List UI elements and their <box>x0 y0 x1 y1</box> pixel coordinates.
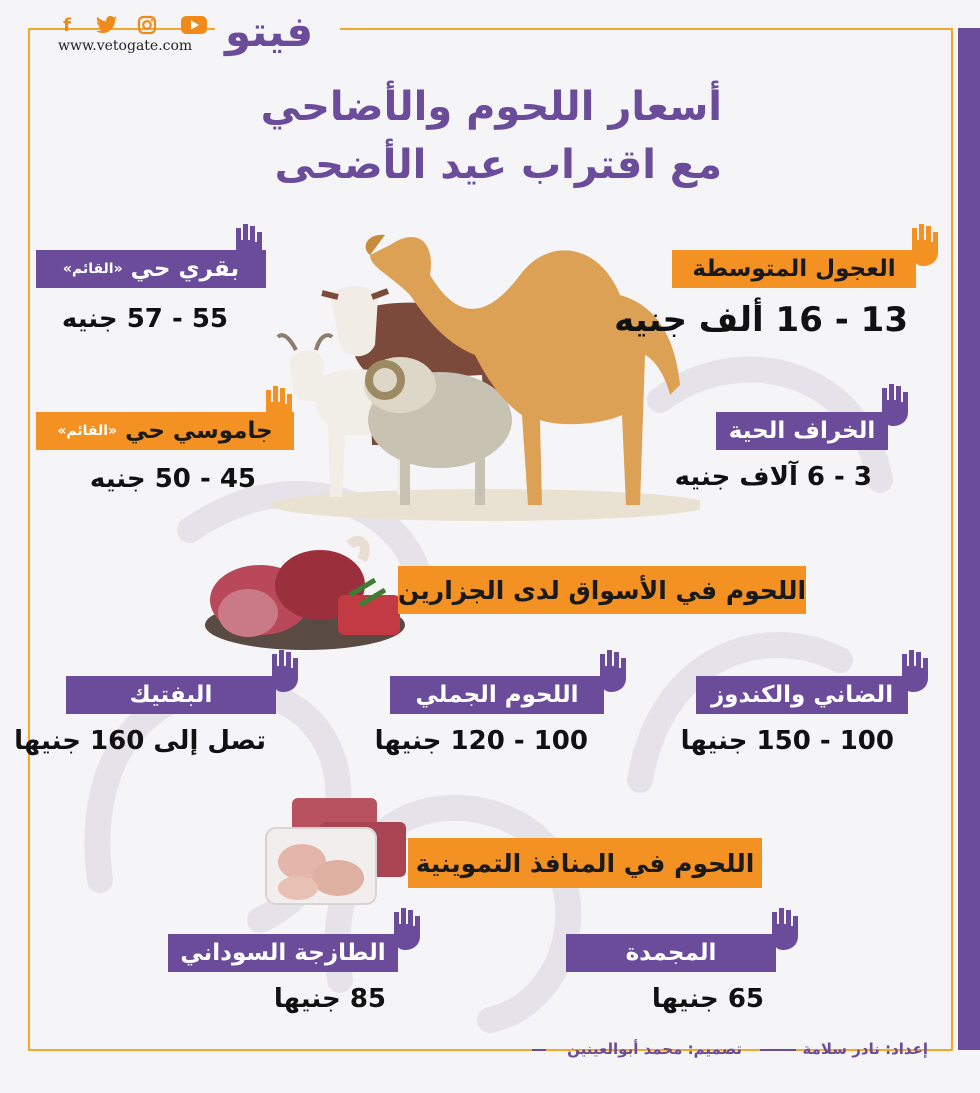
label-lamb: الضاني والكندوز <box>696 676 908 714</box>
hand-icon <box>882 384 908 426</box>
label-sheep: الخراف الحية <box>716 412 888 450</box>
price-fresh-sudanese: 85 جنيها <box>273 984 386 1014</box>
hand-icon <box>394 908 420 950</box>
hand-icon <box>902 650 928 692</box>
price-sheep: 3 - 6 آلاف جنيه <box>674 462 872 492</box>
label-steak: البفتيك <box>66 676 276 714</box>
label-buffalo-text: جاموسي حي <box>125 418 273 444</box>
price-lamb: 100 - 150 جنيها <box>680 726 894 756</box>
credit-divider <box>532 1049 546 1051</box>
label-cow-tag: «القائم» <box>62 261 123 277</box>
frame-left-line <box>28 28 30 1050</box>
price-frozen: 65 جنيها <box>651 984 764 1014</box>
raw-meat-image <box>205 536 405 650</box>
heading-outlets: اللحوم في المنافذ التموينية <box>408 838 762 888</box>
site-logo[interactable]: فيتو <box>225 2 313 62</box>
label-camel-meat: اللحوم الجملي <box>390 676 604 714</box>
hand-icon <box>912 224 938 266</box>
sheep-figure <box>364 357 512 505</box>
label-buffalo-tag: «القائم» <box>57 423 118 439</box>
price-camel-meat: 100 - 120 جنيها <box>374 726 588 756</box>
credit-design: تصميم: محمد أبوالعينين <box>567 1040 742 1058</box>
hand-icon <box>772 908 798 950</box>
label-frozen: المجمدة <box>566 934 776 972</box>
frame-right-line <box>951 28 953 1050</box>
website-url[interactable]: www.vetogate.com <box>58 38 193 54</box>
frame-bottom-line <box>28 1049 953 1051</box>
livestock-illustration <box>270 234 700 521</box>
label-fresh-sudanese: الطازجة السوداني <box>168 934 398 972</box>
price-buffalo: 45 - 50 جنيه <box>89 464 256 494</box>
frame-logo-gap <box>215 24 340 34</box>
hand-icon <box>272 650 298 692</box>
page-title-line2: مع اقتراب عيد الأضحى <box>274 142 722 188</box>
label-cow: بقري حي «القائم» <box>36 250 266 288</box>
heading-butchers: اللحوم في الأسواق لدى الجزارين <box>398 566 806 614</box>
credit-prepared: إعداد: نادر سلامة <box>802 1040 928 1058</box>
price-cow: 55 - 57 جنيه <box>61 304 228 334</box>
price-calves: 13 - 16 ألف جنيه <box>614 300 908 340</box>
label-buffalo: جاموسي حي «القائم» <box>36 412 294 450</box>
camel-figure <box>365 234 680 505</box>
logo-text: فيتو <box>225 7 314 56</box>
credit-divider <box>760 1049 796 1051</box>
frozen-meat-image <box>265 798 406 905</box>
label-cow-text: بقري حي <box>130 256 240 282</box>
twitter-icon[interactable] <box>96 14 118 36</box>
page-title-line1: أسعار اللحوم والأضاحي <box>260 84 722 130</box>
label-calves: العجول المتوسطة <box>672 250 916 288</box>
instagram-icon[interactable] <box>136 14 158 36</box>
price-steak: تصل إلى 160 جنيها <box>14 726 266 756</box>
side-accent-bar <box>958 28 980 1050</box>
hand-icon <box>600 650 626 692</box>
youtube-icon[interactable] <box>180 14 208 36</box>
frame-top-line <box>28 28 953 30</box>
facebook-icon[interactable]: f <box>63 14 71 36</box>
